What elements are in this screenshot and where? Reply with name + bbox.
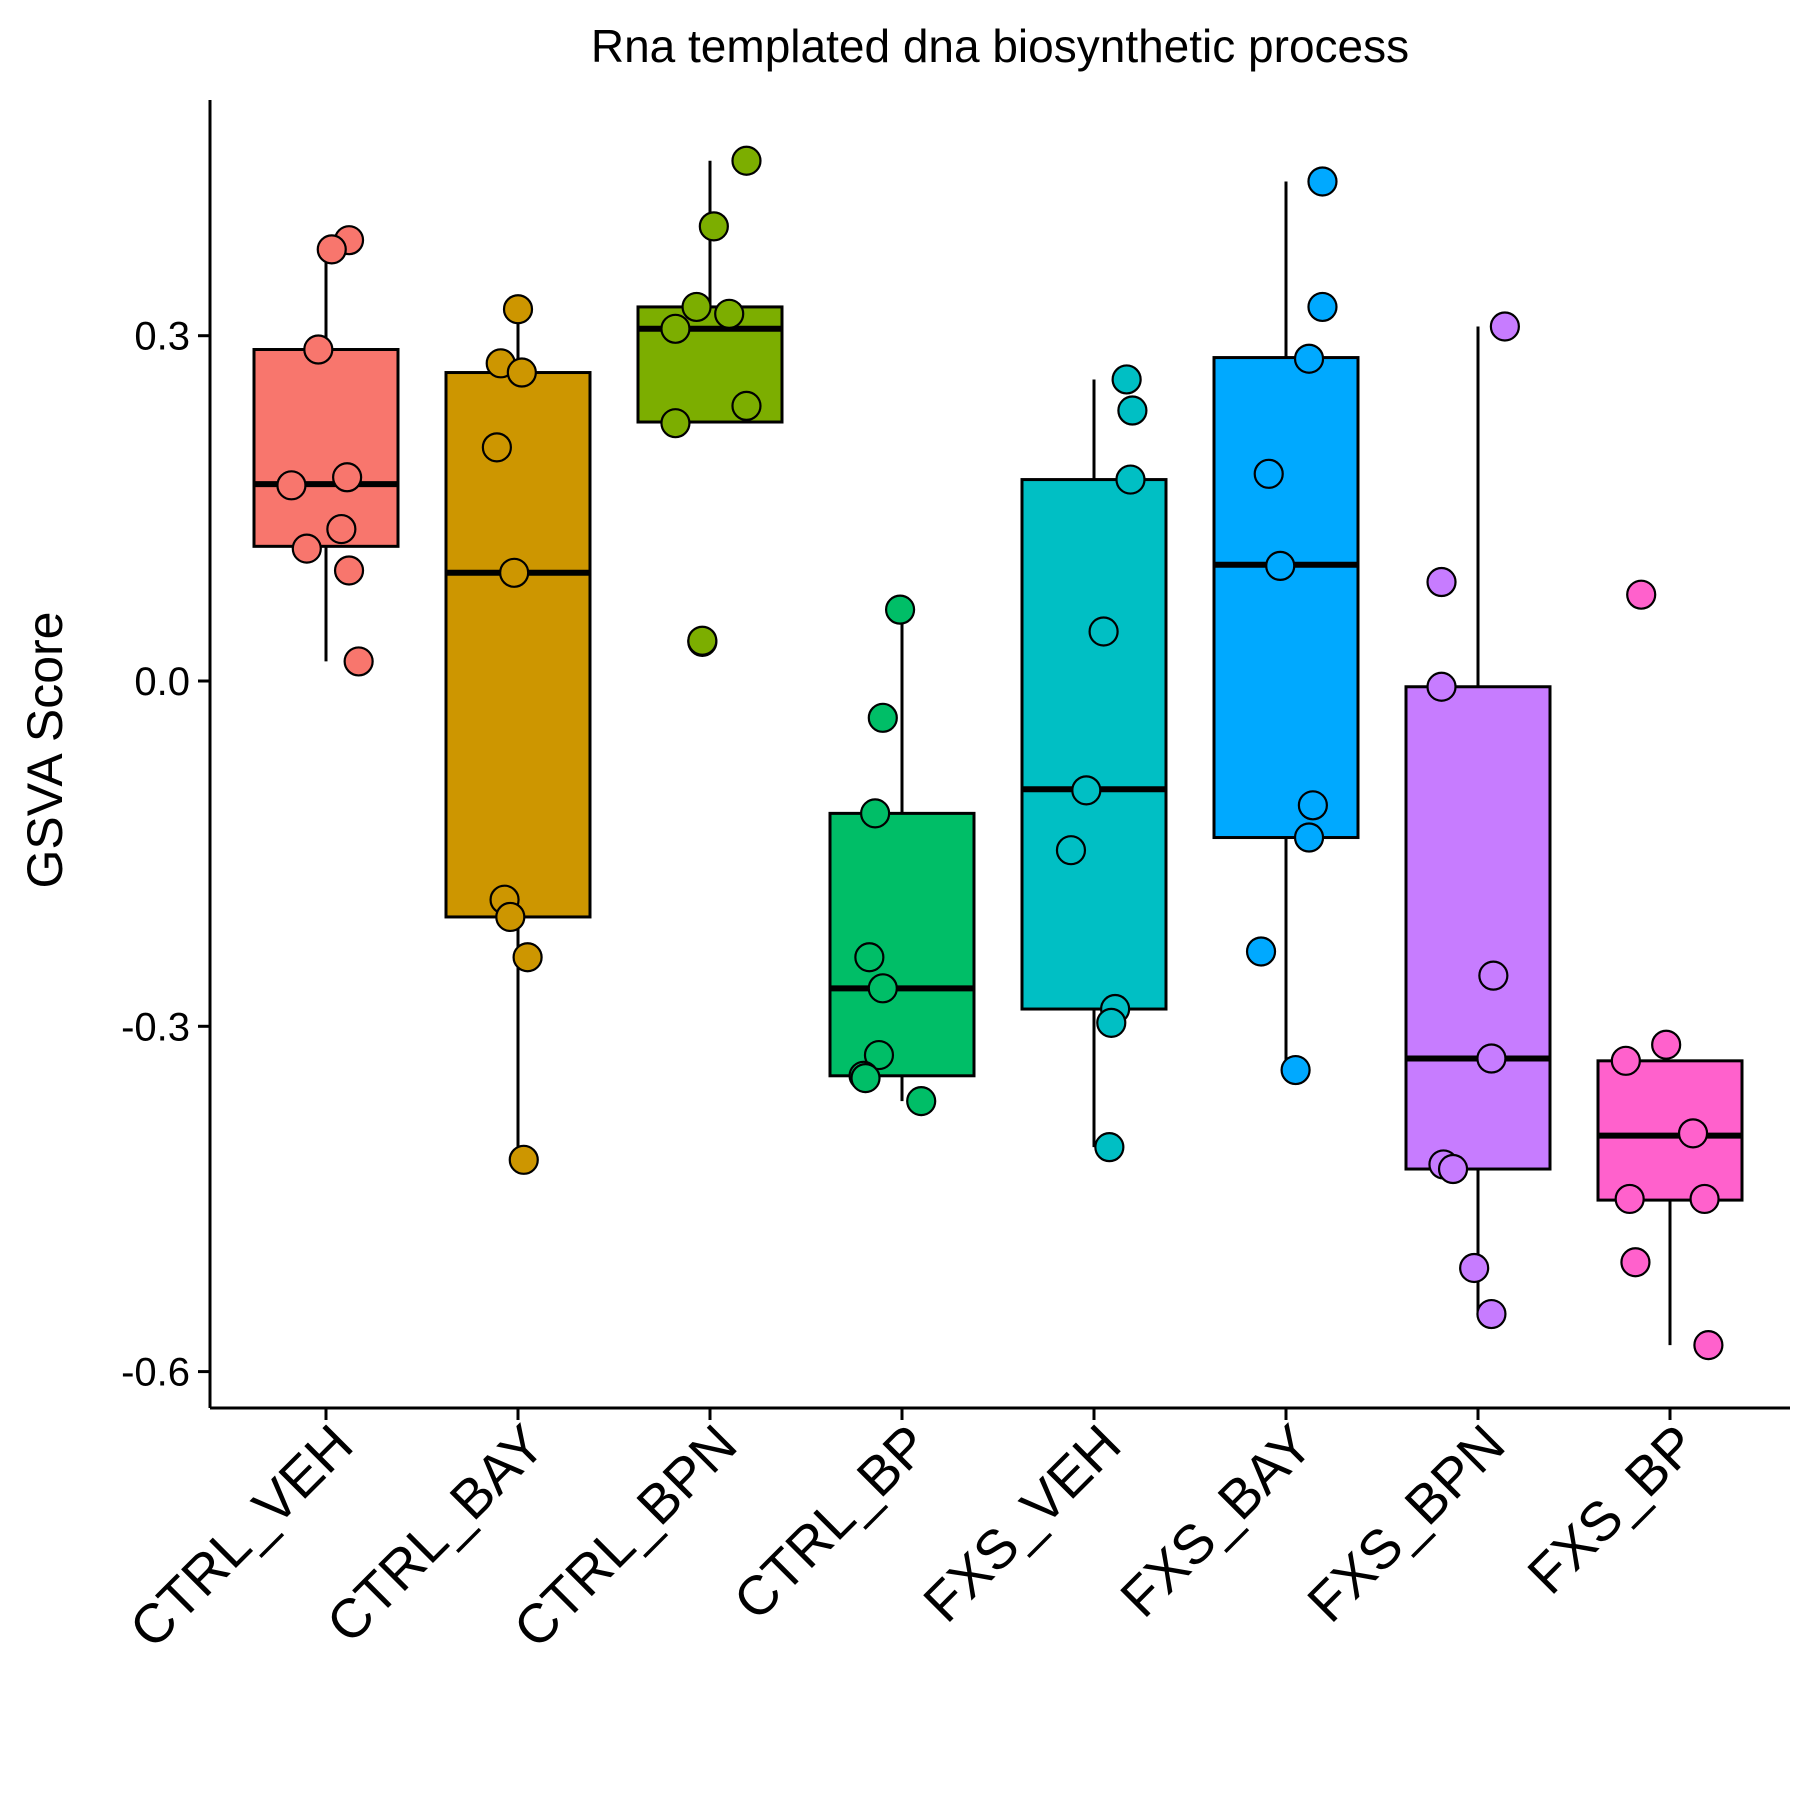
box	[1596, 1059, 1744, 1202]
data-point	[1071, 775, 1102, 806]
data-point	[1459, 1252, 1490, 1284]
data-point	[333, 555, 365, 586]
y-tick-label: 0.0	[134, 660, 190, 704]
data-point	[291, 533, 322, 564]
data-point	[1293, 822, 1325, 853]
box-group-ctrl-veh	[252, 225, 400, 677]
data-point	[303, 334, 334, 365]
data-point	[1280, 1054, 1311, 1086]
data-point	[1245, 936, 1277, 967]
data-point	[1620, 1247, 1651, 1278]
data-point	[1117, 395, 1148, 426]
plot-area: 0.30.0-0.3-0.6CTRL_VEHCTRL_BAYCTRL_BPNCT…	[117, 100, 1790, 1660]
box	[444, 371, 592, 919]
box	[828, 811, 976, 1078]
data-point	[854, 942, 885, 973]
y-axis-title: GSVA Score	[17, 612, 73, 889]
x-tick-label: FXS_BP	[1515, 1413, 1708, 1606]
data-point	[1055, 835, 1087, 866]
data-point	[1614, 1183, 1645, 1215]
data-point	[1096, 1007, 1127, 1038]
data-point	[1693, 1330, 1724, 1361]
data-point	[276, 470, 307, 501]
data-point	[1489, 311, 1520, 342]
data-point	[1437, 1153, 1469, 1185]
data-point	[681, 291, 712, 323]
data-point	[860, 798, 891, 829]
data-point	[1610, 1045, 1641, 1076]
data-point	[863, 1039, 895, 1071]
data-point	[906, 1086, 937, 1117]
data-point	[1088, 616, 1119, 647]
data-point	[343, 646, 374, 677]
x-tick-label: FXS_VEH	[911, 1413, 1132, 1634]
data-point	[495, 901, 526, 933]
data-point	[1094, 1132, 1125, 1163]
data-point	[481, 432, 512, 463]
x-tick-label: FXS_BAY	[1108, 1413, 1324, 1629]
data-point	[502, 294, 534, 325]
box-group-ctrl-bpn	[636, 145, 784, 657]
data-point	[508, 1144, 539, 1175]
data-point	[506, 357, 537, 388]
data-point	[1426, 566, 1457, 598]
data-point	[1253, 458, 1284, 489]
data-point	[1651, 1029, 1682, 1060]
data-point	[660, 408, 691, 439]
x-tick-label: CTRL_BP	[722, 1413, 941, 1632]
box-group-fxs-bpn	[1404, 311, 1552, 1330]
data-point	[1307, 166, 1338, 197]
data-point	[1115, 464, 1146, 495]
data-point	[660, 313, 691, 344]
data-point	[1293, 343, 1325, 374]
data-point	[1426, 671, 1457, 702]
data-point	[332, 462, 363, 493]
data-point	[867, 973, 898, 1004]
data-point	[731, 145, 762, 176]
data-point	[1476, 1298, 1507, 1330]
data-point	[1297, 790, 1328, 821]
data-point	[698, 211, 729, 242]
data-point	[1478, 960, 1509, 991]
data-point	[1476, 1043, 1507, 1074]
data-point	[850, 1062, 881, 1094]
data-point	[884, 594, 916, 625]
box-group-fxs-veh	[1020, 364, 1168, 1163]
box-group-ctrl-bay	[444, 294, 592, 1175]
data-point	[867, 702, 898, 733]
data-point	[687, 625, 718, 656]
data-point	[512, 942, 543, 973]
data-point	[1265, 550, 1296, 582]
data-point	[1111, 364, 1142, 395]
chart-title: Rna templated dna biosynthetic process	[591, 20, 1409, 72]
box-group-fxs-bp	[1596, 579, 1744, 1361]
box	[252, 348, 400, 548]
data-point	[316, 234, 347, 265]
y-tick-label: -0.6	[121, 1351, 190, 1395]
data-point	[499, 557, 530, 588]
data-point	[714, 298, 745, 329]
data-point	[326, 513, 357, 545]
box-group-fxs-bay	[1212, 166, 1360, 1086]
box	[1404, 685, 1552, 1171]
data-point	[1307, 291, 1338, 323]
box-group-ctrl-bp	[828, 594, 976, 1117]
data-point	[1689, 1183, 1720, 1215]
x-tick-label: FXS_BPN	[1295, 1413, 1516, 1634]
data-point	[1626, 579, 1657, 610]
data-point	[731, 390, 762, 422]
data-point	[1677, 1118, 1709, 1149]
box	[1020, 478, 1168, 1011]
box	[1212, 356, 1360, 840]
y-tick-label: 0.3	[134, 315, 190, 359]
y-tick-label: -0.3	[121, 1005, 190, 1049]
